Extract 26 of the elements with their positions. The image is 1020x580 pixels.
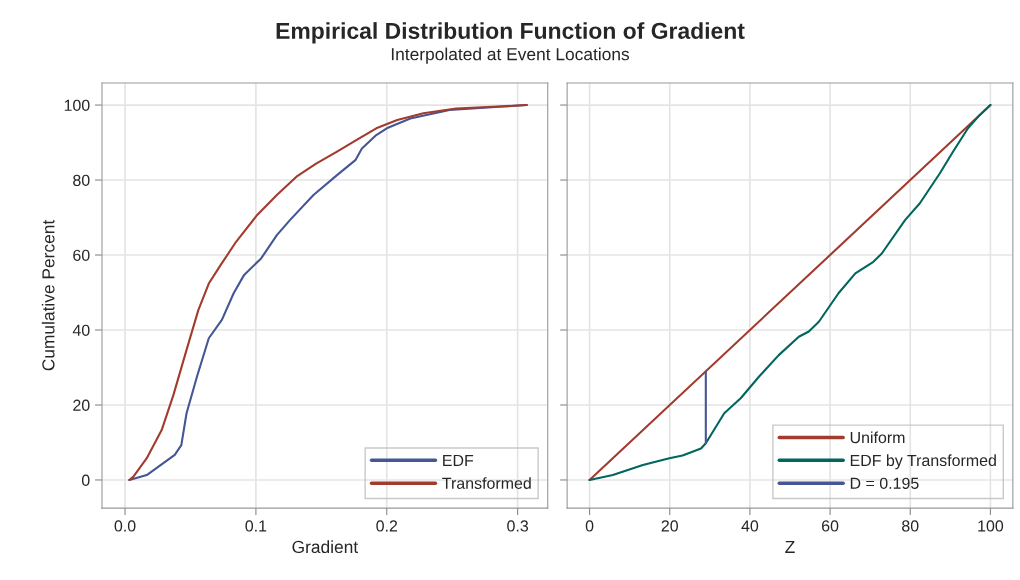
x-tick-label: 0.2 — [376, 520, 398, 532]
y-tick-label: 100 — [64, 99, 90, 111]
x-tick-label: 80 — [902, 520, 919, 532]
x-tick-label: 60 — [822, 520, 839, 532]
y-tick-label: 40 — [72, 324, 90, 336]
legend-label: EDF — [443, 454, 474, 466]
x-tick-label: 40 — [741, 520, 759, 532]
x-tick-label: 0.1 — [245, 520, 267, 532]
x-tick-label: 0.3 — [507, 520, 529, 532]
y-tick-label: 60 — [73, 249, 90, 261]
x-axis-title: Gradient — [292, 540, 359, 554]
y-tick-label: 20 — [73, 399, 90, 411]
y-axis-title: Cumulative Percent — [41, 219, 55, 371]
chart-title: Empirical Distribution Function of Gradient — [276, 22, 745, 44]
y-tick-label: 0 — [81, 474, 90, 486]
y-tick-label: 80 — [73, 174, 90, 186]
x-axis-title: Z — [785, 540, 795, 553]
x-tick-label: 100 — [978, 520, 1004, 532]
legend-label: EDF by Transformed — [850, 454, 996, 470]
legend-label: D = 0.195 — [850, 477, 919, 489]
x-tick-label: 0 — [585, 520, 594, 532]
x-tick-label: 0.0 — [114, 520, 136, 532]
chart-subtitle: Interpolated at Event Locations — [391, 47, 630, 64]
x-tick-label: 20 — [661, 520, 678, 532]
legend-label: Uniform — [850, 431, 905, 444]
legend-label: Transformed — [442, 477, 531, 489]
